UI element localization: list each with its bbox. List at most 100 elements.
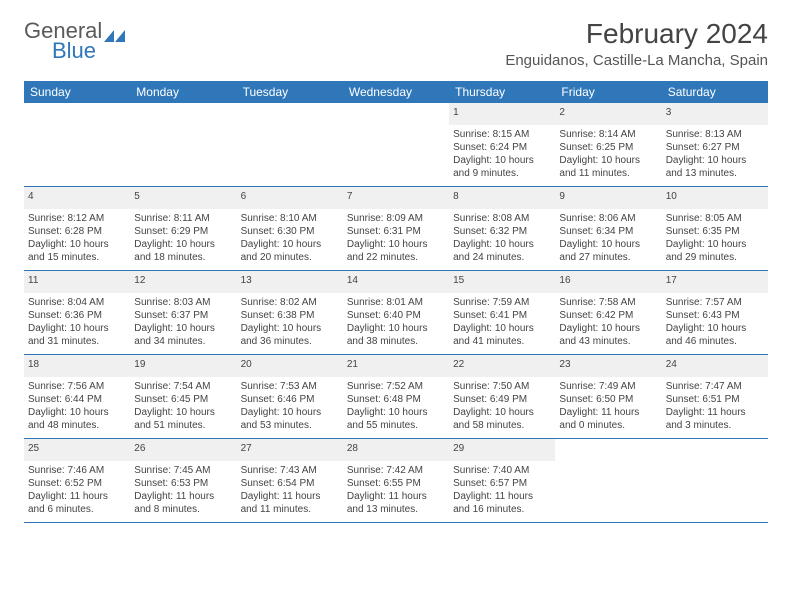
day-detail-cell: Sunrise: 7:40 AMSunset: 6:57 PMDaylight:… [449,461,555,523]
sunrise-label: Sunrise: [241,297,278,308]
day-number-cell: 28 [343,439,449,462]
day-detail-cell [555,461,661,523]
sunset-label: Sunset: [453,478,487,489]
sunset-label: Sunset: [453,394,487,405]
sunrise-value: 7:47 AM [705,381,742,392]
day-detail-cell [130,125,236,187]
sunrise-value: 7:56 AM [67,381,104,392]
day-number-cell: 25 [24,439,130,462]
day-detail-row: Sunrise: 7:56 AMSunset: 6:44 PMDaylight:… [24,377,768,439]
daylight-label: Daylight: [134,239,173,250]
sunrise-label: Sunrise: [134,297,171,308]
day-detail-cell: Sunrise: 8:05 AMSunset: 6:35 PMDaylight:… [662,209,768,271]
sunset-value: 6:55 PM [384,478,421,489]
daylight-line: Daylight: 10 hours and 36 minutes. [241,322,339,348]
sunset-line: Sunset: 6:51 PM [666,393,764,406]
daylight-label: Daylight: [241,239,280,250]
sunset-line: Sunset: 6:54 PM [241,477,339,490]
daylight-line: Daylight: 11 hours and 0 minutes. [559,406,657,432]
day-number-cell: 9 [555,187,661,210]
daylight-label: Daylight: [453,155,492,166]
daylight-line: Daylight: 10 hours and 38 minutes. [347,322,445,348]
day-number-row: 123 [24,103,768,125]
sunset-label: Sunset: [347,478,381,489]
sunset-label: Sunset: [559,142,593,153]
day-number-cell: 15 [449,271,555,294]
sunset-value: 6:35 PM [702,226,739,237]
sunrise-label: Sunrise: [134,381,171,392]
sunrise-line: Sunrise: 8:11 AM [134,212,232,225]
day-detail-cell: Sunrise: 8:04 AMSunset: 6:36 PMDaylight:… [24,293,130,355]
sunrise-line: Sunrise: 8:06 AM [559,212,657,225]
sunset-label: Sunset: [241,394,275,405]
sunrise-value: 8:13 AM [705,129,742,140]
sunset-label: Sunset: [134,394,168,405]
sunrise-label: Sunrise: [453,213,490,224]
day-detail-row: Sunrise: 7:46 AMSunset: 6:52 PMDaylight:… [24,461,768,523]
sunset-line: Sunset: 6:36 PM [28,309,126,322]
sunset-value: 6:43 PM [702,310,739,321]
daylight-line: Daylight: 10 hours and 53 minutes. [241,406,339,432]
day-detail-cell: Sunrise: 8:06 AMSunset: 6:34 PMDaylight:… [555,209,661,271]
sunset-label: Sunset: [347,394,381,405]
daylight-label: Daylight: [559,239,598,250]
sunset-line: Sunset: 6:52 PM [28,477,126,490]
sunset-value: 6:41 PM [490,310,527,321]
daylight-label: Daylight: [347,407,386,418]
sunrise-value: 8:03 AM [174,297,211,308]
day-number-cell: 6 [237,187,343,210]
sunrise-label: Sunrise: [347,381,384,392]
sunset-label: Sunset: [28,478,62,489]
weekday-header: Thursday [449,81,555,103]
daylight-line: Daylight: 10 hours and 18 minutes. [134,238,232,264]
sunrise-value: 7:59 AM [493,297,530,308]
sunset-line: Sunset: 6:41 PM [453,309,551,322]
sunrise-value: 8:04 AM [67,297,104,308]
sunset-label: Sunset: [453,310,487,321]
sunset-value: 6:38 PM [277,310,314,321]
sunrise-label: Sunrise: [666,381,703,392]
day-detail-cell: Sunrise: 7:57 AMSunset: 6:43 PMDaylight:… [662,293,768,355]
day-number-cell [130,103,236,125]
day-detail-cell: Sunrise: 7:43 AMSunset: 6:54 PMDaylight:… [237,461,343,523]
day-number-cell [662,439,768,462]
daylight-line: Daylight: 11 hours and 6 minutes. [28,490,126,516]
header: GeneralBlue February 2024 Enguidanos, Ca… [24,18,768,69]
sunrise-label: Sunrise: [241,381,278,392]
sunset-line: Sunset: 6:40 PM [347,309,445,322]
day-detail-cell: Sunrise: 8:14 AMSunset: 6:25 PMDaylight:… [555,125,661,187]
day-detail-cell: Sunrise: 8:10 AMSunset: 6:30 PMDaylight:… [237,209,343,271]
sunset-value: 6:57 PM [490,478,527,489]
sunset-label: Sunset: [559,226,593,237]
sunset-line: Sunset: 6:32 PM [453,225,551,238]
day-number-cell: 7 [343,187,449,210]
sunset-line: Sunset: 6:42 PM [559,309,657,322]
day-detail-cell: Sunrise: 7:46 AMSunset: 6:52 PMDaylight:… [24,461,130,523]
daylight-label: Daylight: [28,407,67,418]
weekday-header: Sunday [24,81,130,103]
sunrise-line: Sunrise: 7:42 AM [347,464,445,477]
daylight-line: Daylight: 10 hours and 9 minutes. [453,154,551,180]
sunset-label: Sunset: [241,226,275,237]
sunrise-label: Sunrise: [666,213,703,224]
day-detail-row: Sunrise: 8:04 AMSunset: 6:36 PMDaylight:… [24,293,768,355]
sunset-line: Sunset: 6:48 PM [347,393,445,406]
sunrise-label: Sunrise: [453,297,490,308]
day-number-cell: 16 [555,271,661,294]
day-number-row: 11121314151617 [24,271,768,294]
day-detail-row: Sunrise: 8:15 AMSunset: 6:24 PMDaylight:… [24,125,768,187]
sunset-label: Sunset: [559,394,593,405]
sunrise-value: 7:45 AM [174,465,211,476]
daylight-label: Daylight: [666,155,705,166]
sunrise-label: Sunrise: [241,213,278,224]
daylight-line: Daylight: 10 hours and 11 minutes. [559,154,657,180]
sunrise-value: 8:09 AM [386,213,423,224]
daylight-line: Daylight: 10 hours and 31 minutes. [28,322,126,348]
sunrise-label: Sunrise: [134,465,171,476]
sunrise-value: 8:01 AM [386,297,423,308]
day-number-cell: 20 [237,355,343,378]
sunrise-value: 7:53 AM [280,381,317,392]
sunrise-line: Sunrise: 7:50 AM [453,380,551,393]
daylight-label: Daylight: [347,323,386,334]
sunrise-label: Sunrise: [134,213,171,224]
